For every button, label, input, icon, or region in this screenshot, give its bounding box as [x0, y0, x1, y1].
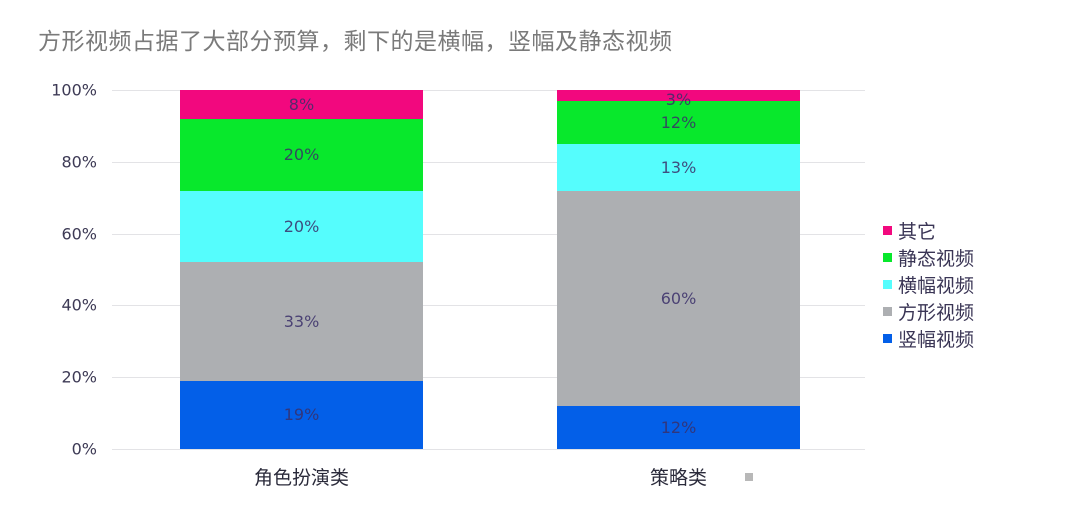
- legend-swatch-icon: [883, 280, 892, 289]
- x-category-label: 角色扮演类: [253, 467, 349, 489]
- gridline: [112, 90, 865, 91]
- legend-label: 竖幅视频: [898, 329, 975, 351]
- y-tick-label: 0%: [71, 439, 97, 459]
- gridline: [112, 377, 865, 379]
- chart-title: 方形视频占据了大部分预算，剩下的是横幅，竖幅及静态视频: [38, 29, 673, 55]
- legend-swatch-icon: [883, 307, 892, 316]
- legend-label: 横幅视频: [898, 275, 975, 297]
- legend: 其它静态视频横幅视频方形视频竖幅视频: [883, 217, 974, 352]
- x-category-label: 策略类: [649, 467, 707, 489]
- bar-segment: 3%: [557, 90, 800, 109]
- bar-2: 12% 60% 13% 12% 3%: [557, 90, 800, 449]
- legend-item: 其它: [883, 217, 974, 244]
- legend-swatch-icon: [883, 334, 892, 343]
- data-label: 12%: [660, 112, 697, 132]
- bar-segment: 12%: [557, 405, 800, 449]
- gridline: [112, 161, 865, 163]
- y-tick-label: 80%: [61, 152, 97, 172]
- plot-area: 19% 33% 20% 20% 8% 12% 60% 13% 12% 3%: [112, 90, 865, 450]
- legend-item: 横幅视频: [883, 271, 974, 298]
- bar-1: 19% 33% 20% 20% 8%: [180, 90, 423, 449]
- legend-label: 其它: [898, 221, 937, 243]
- bar-segment: 20%: [180, 190, 423, 263]
- legend-label: 方形视频: [898, 302, 975, 324]
- bar-segment: 13%: [557, 143, 800, 191]
- y-tick-label: 100%: [51, 80, 97, 100]
- legend-item: 方形视频: [883, 298, 974, 325]
- data-label: 60%: [660, 288, 697, 308]
- bar-segment: 60%: [557, 190, 800, 406]
- legend-swatch-icon: [883, 253, 892, 262]
- bar-segment: 33%: [180, 262, 423, 381]
- legend-swatch-icon: [883, 226, 892, 235]
- data-label: 3%: [665, 89, 692, 109]
- data-label: 20%: [283, 145, 320, 165]
- data-label: 33%: [283, 312, 320, 332]
- bar-segment: 19%: [180, 380, 423, 449]
- data-label: 12%: [660, 417, 697, 437]
- small-marker-icon: [745, 473, 753, 481]
- legend-item: 静态视频: [883, 244, 974, 271]
- y-tick-label: 60%: [61, 224, 97, 244]
- data-label: 19%: [283, 405, 320, 425]
- gridline: [112, 305, 865, 307]
- gridline: [112, 233, 865, 235]
- bar-segment: 12%: [557, 100, 800, 144]
- gridline: [112, 449, 865, 450]
- y-tick-label: 40%: [61, 295, 97, 315]
- data-label: 20%: [283, 216, 320, 236]
- legend-item: 竖幅视频: [883, 325, 974, 352]
- data-label: 13%: [660, 157, 697, 177]
- legend-label: 静态视频: [898, 248, 975, 270]
- bar-segment: 8%: [180, 90, 423, 119]
- bar-segment: 20%: [180, 118, 423, 191]
- data-label: 8%: [288, 94, 315, 114]
- y-tick-label: 20%: [61, 367, 97, 387]
